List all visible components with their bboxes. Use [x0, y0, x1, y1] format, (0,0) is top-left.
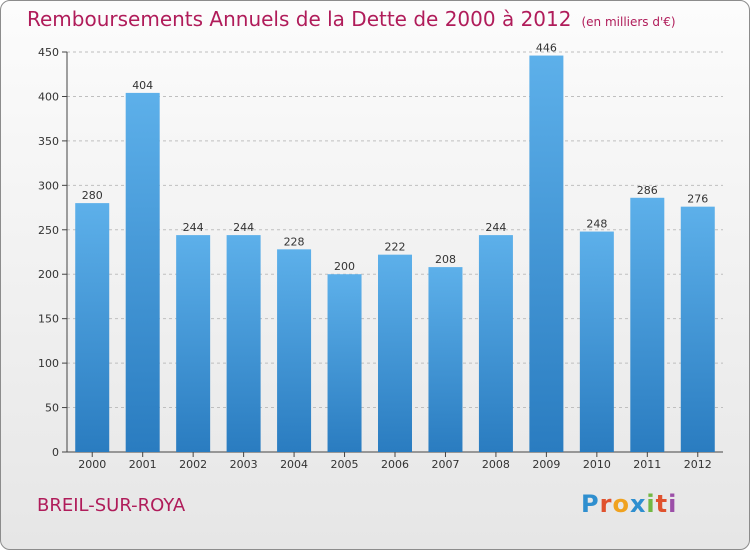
- logo-letter: t: [655, 490, 669, 518]
- bar: [378, 254, 412, 452]
- bar-value-label: 280: [82, 189, 103, 202]
- chart-title: Remboursements Annuels de la Dette de 20…: [27, 7, 676, 31]
- bar-value-label: 286: [637, 184, 658, 197]
- logo-letter: i: [668, 490, 678, 518]
- bar: [125, 92, 160, 452]
- y-tick-label: 250: [38, 224, 59, 237]
- y-tick-label: 0: [52, 446, 59, 459]
- x-tick-label: 2011: [633, 458, 661, 471]
- bar: [579, 231, 614, 452]
- x-tick-label: 2001: [129, 458, 157, 471]
- logo-letter: i: [646, 490, 656, 518]
- x-tick-label: 2003: [230, 458, 258, 471]
- commune-name: BREIL-SUR-ROYA: [37, 495, 186, 516]
- bar: [226, 235, 261, 452]
- logo-letter: r: [599, 490, 613, 518]
- bar: [529, 55, 564, 453]
- bar: [176, 235, 211, 452]
- y-tick-label: 400: [38, 90, 59, 103]
- logo-letter: x: [629, 490, 647, 518]
- bar: [75, 203, 110, 452]
- bar-value-label: 404: [132, 79, 153, 92]
- y-tick-label: 100: [38, 357, 59, 370]
- bar-value-label: 276: [687, 193, 708, 206]
- x-tick-label: 2012: [684, 458, 712, 471]
- y-tick-label: 300: [38, 179, 59, 192]
- logo-letter: P: [581, 490, 600, 518]
- logo-letter: o: [612, 490, 630, 518]
- x-tick-label: 2008: [482, 458, 510, 471]
- bar: [478, 235, 513, 452]
- bar-value-label: 244: [485, 221, 506, 234]
- bar-value-label: 244: [183, 221, 204, 234]
- y-tick-label: 450: [38, 46, 59, 59]
- bar-value-label: 208: [435, 253, 456, 266]
- x-tick-label: 2000: [78, 458, 106, 471]
- bar: [327, 274, 362, 452]
- title-unit: (en milliers d'€): [581, 15, 676, 29]
- bar-value-label: 244: [233, 221, 254, 234]
- bar: [428, 267, 463, 452]
- bar-value-label: 228: [284, 235, 305, 248]
- bar-value-label: 446: [536, 42, 557, 55]
- y-tick-label: 200: [38, 268, 59, 281]
- bar-value-label: 200: [334, 260, 355, 273]
- x-tick-label: 2010: [583, 458, 611, 471]
- bar: [630, 197, 665, 452]
- y-tick-label: 150: [38, 313, 59, 326]
- bar: [680, 206, 715, 452]
- x-tick-label: 2002: [179, 458, 207, 471]
- proxiti-logo: Proxiti: [581, 490, 677, 518]
- title-text: Remboursements Annuels de la Dette de 20…: [27, 7, 572, 31]
- x-tick-label: 2007: [431, 458, 459, 471]
- bar-value-label: 222: [385, 241, 406, 254]
- y-tick-label: 350: [38, 135, 59, 148]
- x-tick-label: 2004: [280, 458, 308, 471]
- x-tick-label: 2009: [532, 458, 560, 471]
- x-tick-label: 2006: [381, 458, 409, 471]
- bar-value-label: 248: [586, 218, 607, 231]
- x-tick-label: 2005: [331, 458, 359, 471]
- bar: [277, 249, 312, 452]
- y-tick-label: 50: [45, 402, 59, 415]
